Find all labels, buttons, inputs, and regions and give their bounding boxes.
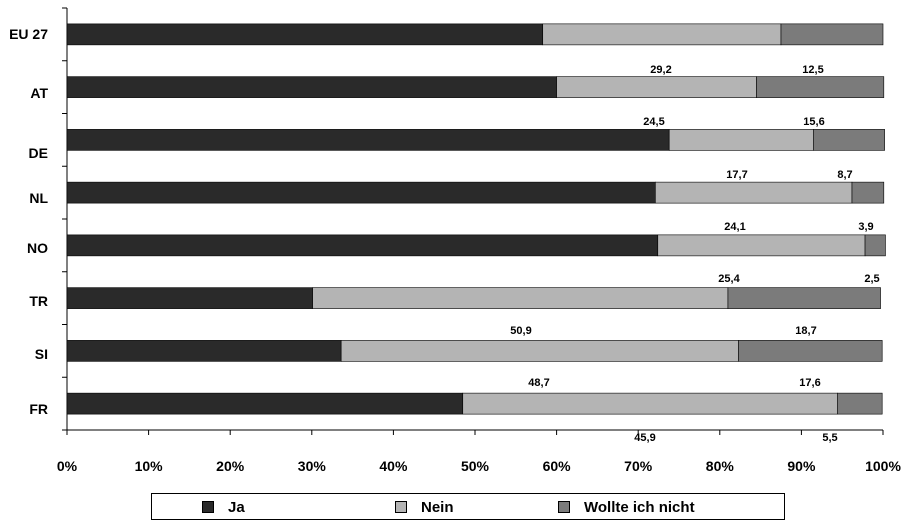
category-label: NO	[27, 240, 48, 256]
data-label-wollte-ich-nicht: 17,6	[799, 377, 820, 389]
bar-segment-nein	[462, 392, 838, 415]
data-label-nein: 45,9	[634, 432, 655, 444]
category-label: DE	[29, 145, 48, 161]
legend-item-wollte-ich-nicht: Wollte ich nicht	[558, 498, 695, 516]
legend-label-ja: Ja	[228, 498, 245, 516]
data-label-nein: 29,2	[650, 64, 671, 76]
data-label-nein: 25,4	[718, 273, 740, 285]
bar-segment-nein	[668, 129, 814, 151]
category-label: EU 27	[9, 26, 48, 42]
x-tick-label: 60%	[543, 458, 572, 474]
category-label: NL	[29, 190, 48, 206]
bar-segment-nein	[657, 234, 866, 257]
bar-segment-wollte-ich-nicht	[780, 23, 884, 46]
bar-segment-wollte-ich-nicht	[738, 340, 883, 362]
legend: Ja Nein Wollte ich nicht	[151, 493, 785, 520]
data-label-nein: 17,7	[726, 169, 747, 181]
bar-segment-ja	[66, 129, 670, 151]
bar-segment-ja	[66, 392, 464, 415]
x-tick-label: 0%	[57, 458, 78, 474]
bar-segment-wollte-ich-nicht	[864, 234, 886, 257]
data-label-wollte-ich-nicht: 5,5	[822, 432, 837, 444]
data-label-wollte-ich-nicht: 3,9	[858, 221, 873, 233]
legend-label-nein: Nein	[421, 498, 454, 516]
bar-segment-wollte-ich-nicht	[851, 181, 885, 204]
bar-segment-ja	[66, 287, 313, 309]
category-label: FR	[29, 401, 48, 417]
legend-swatch-nein	[395, 501, 407, 513]
bar-segment-wollte-ich-nicht	[813, 129, 885, 151]
x-tick-label: 30%	[298, 458, 327, 474]
legend-label-wollte-ich-nicht: Wollte ich nicht	[584, 498, 695, 516]
x-tick-label: 80%	[706, 458, 735, 474]
x-tick-label: 20%	[216, 458, 245, 474]
legend-item-nein: Nein	[395, 498, 454, 516]
category-label: TR	[29, 293, 48, 309]
bar-segment-wollte-ich-nicht	[727, 287, 881, 309]
category-label: AT	[30, 85, 48, 101]
data-label-nein: 24,1	[724, 221, 745, 233]
x-tick-label: 90%	[787, 458, 816, 474]
bar-segment-nein	[655, 181, 853, 204]
bar-segment-ja	[66, 234, 659, 257]
bar-segment-ja	[66, 181, 656, 204]
bar-segment-nein	[556, 76, 757, 98]
x-tick-label: 40%	[379, 458, 408, 474]
bar-segment-wollte-ich-nicht	[756, 76, 885, 98]
x-tick-label: 50%	[461, 458, 490, 474]
data-label-wollte-ich-nicht: 18,7	[795, 325, 816, 337]
data-label-nein: 24,5	[643, 116, 664, 128]
data-label-wollte-ich-nicht: 12,5	[802, 64, 823, 76]
bar-segment-wollte-ich-nicht	[837, 392, 883, 415]
legend-swatch-wollte-ich-nicht	[558, 501, 570, 513]
data-label-wollte-ich-nicht: 2,5	[864, 273, 879, 285]
bar-segment-nein	[340, 340, 739, 362]
bar-segment-nein	[312, 287, 729, 309]
bar-segment-ja	[66, 340, 342, 362]
data-label-wollte-ich-nicht: 8,7	[837, 169, 852, 181]
bar-segment-ja	[66, 23, 544, 46]
x-tick-label: 100%	[865, 458, 901, 474]
legend-item-ja: Ja	[202, 498, 245, 516]
legend-swatch-ja	[202, 501, 214, 513]
data-label-nein: 48,7	[528, 377, 549, 389]
data-label-nein: 50,9	[510, 325, 531, 337]
category-label: SI	[35, 346, 48, 362]
bar-segment-ja	[66, 76, 557, 98]
bar-segment-nein	[542, 23, 782, 46]
data-label-wollte-ich-nicht: 15,6	[803, 116, 824, 128]
x-tick-label: 10%	[135, 458, 164, 474]
x-tick-label: 70%	[624, 458, 653, 474]
